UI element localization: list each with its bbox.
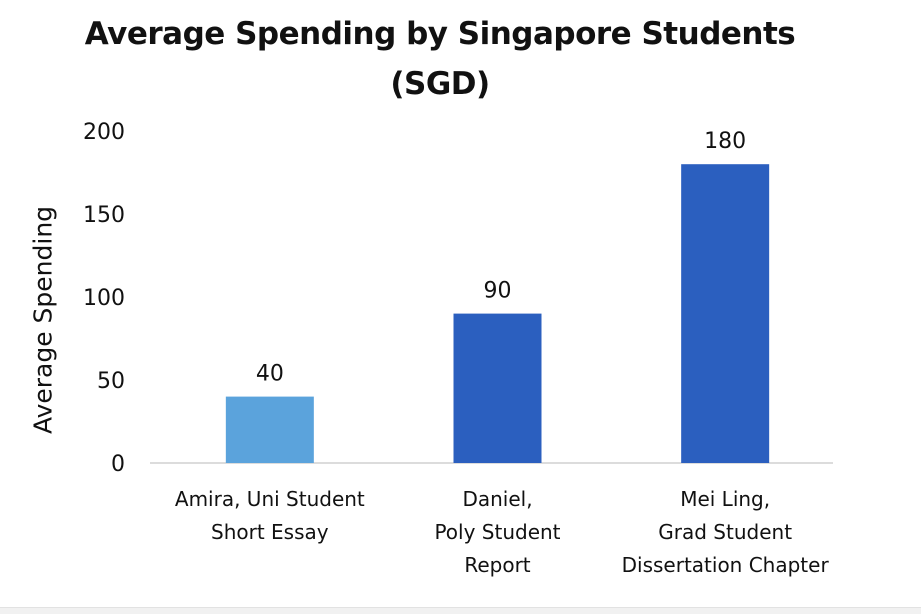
bar: [225, 396, 314, 463]
x-tick-label: Amira, Uni Student Short Essay: [175, 487, 365, 544]
x-tick-label-line: Dissertation Chapter: [622, 553, 830, 577]
data-label: 40: [256, 362, 284, 387]
y-tick-label: 50: [97, 369, 125, 394]
bar: [681, 164, 770, 463]
x-tick-label-line: Grad Student: [658, 520, 792, 544]
x-tick-label-line: Daniel,: [462, 487, 532, 511]
y-tick-label: 200: [83, 120, 125, 145]
x-tick-label-line: Report: [464, 553, 530, 577]
chart-subtitle: (SGD): [390, 66, 490, 102]
x-tick-label: Daniel, Poly Student Report: [434, 487, 560, 577]
y-tick-label: 100: [83, 286, 125, 311]
x-tick-label-line: Poly Student: [434, 520, 560, 544]
x-tick-label-line: Amira, Uni Student: [175, 487, 365, 511]
data-label: 180: [704, 129, 746, 154]
bar: [453, 313, 542, 463]
bottom-divider: [0, 607, 921, 614]
chart-title: Average Spending by Singapore Students: [84, 16, 796, 52]
x-tick-label-line: Mei Ling,: [680, 487, 770, 511]
y-tick-label: 0: [111, 452, 125, 477]
x-tick-label-line: Short Essay: [211, 520, 329, 544]
y-tick-label: 150: [83, 203, 125, 228]
x-tick-label: Mei Ling, Grad Student Dissertation Chapte…: [622, 487, 830, 577]
data-label: 90: [484, 279, 512, 304]
